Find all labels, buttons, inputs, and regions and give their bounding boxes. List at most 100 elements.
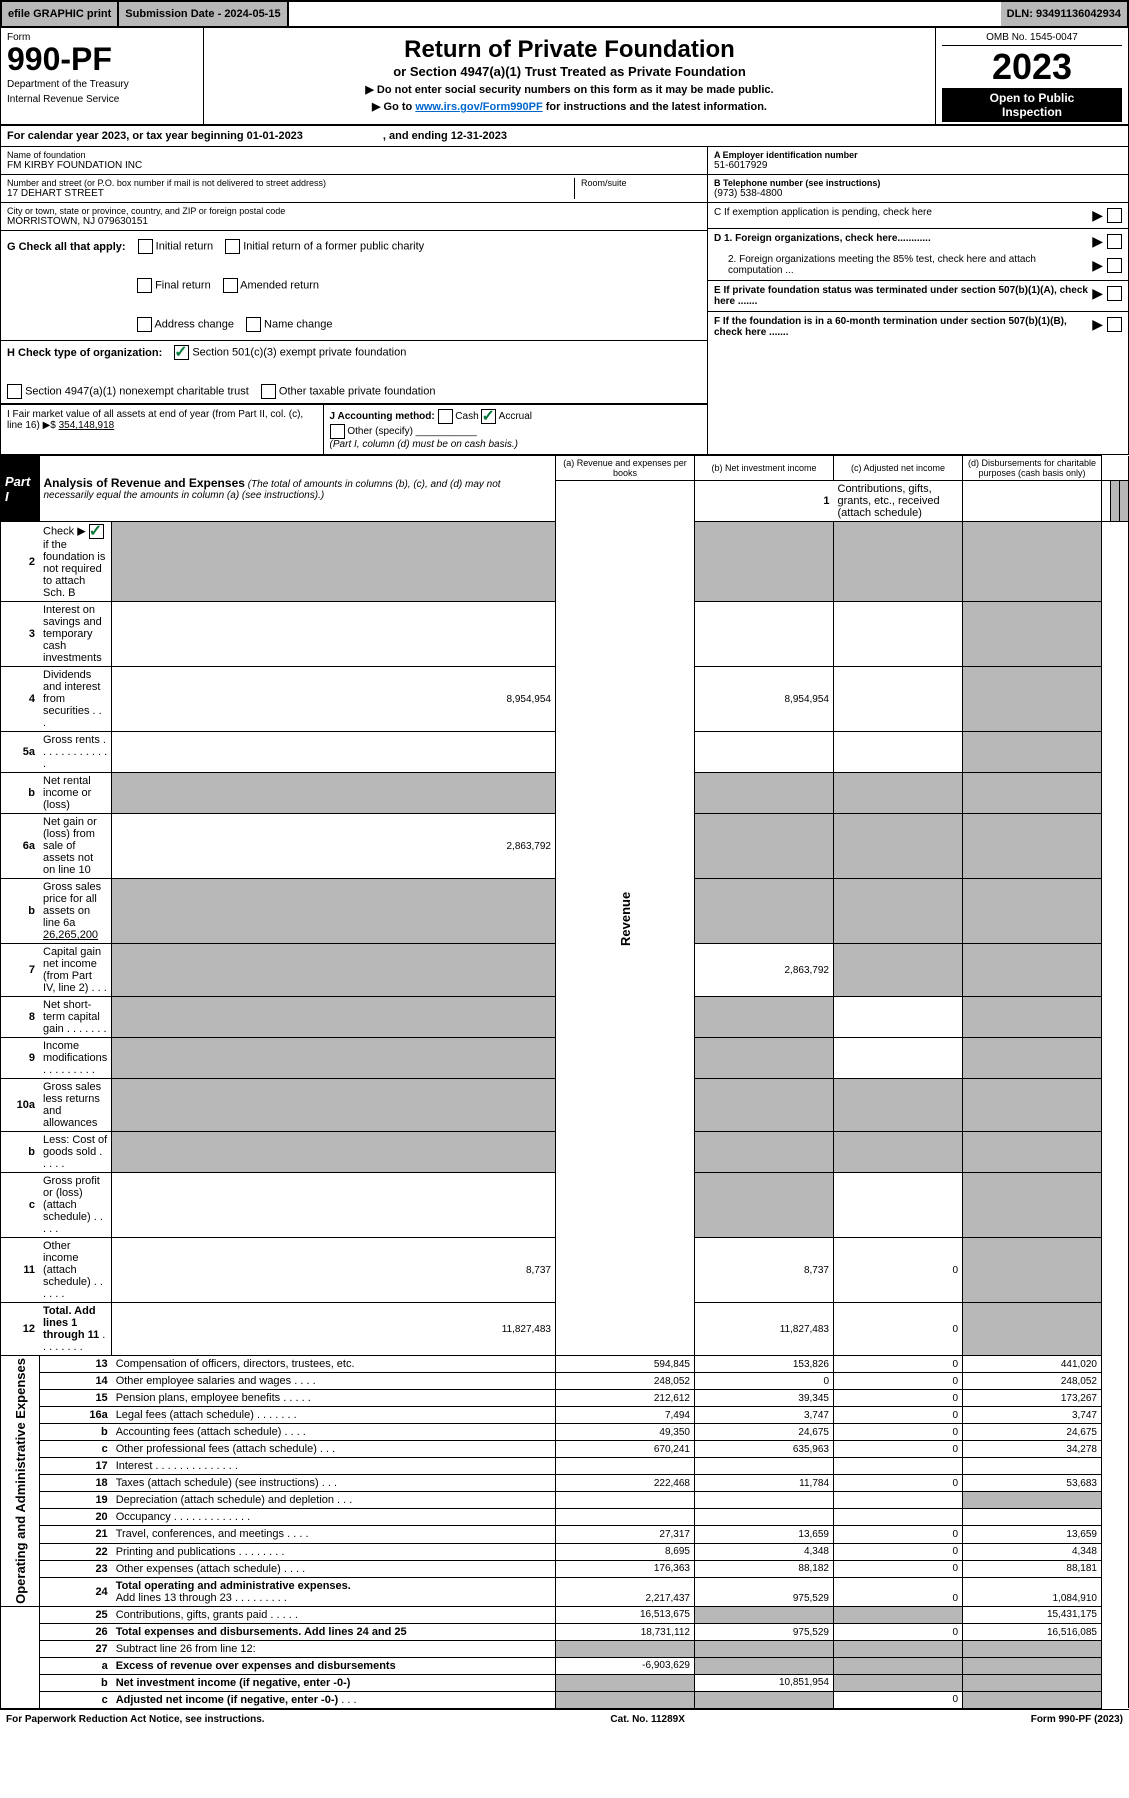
line-18-b: 11,784 [695,1475,834,1492]
line-18-c: 0 [834,1475,963,1492]
line-20-no: 20 [39,1509,112,1526]
f-checkbox[interactable] [1107,317,1122,332]
j-note: (Part I, column (d) must be on cash basi… [330,439,518,450]
line-6a-no: 6a [1,814,40,879]
foundation-name: FM KIRBY FOUNDATION INC [7,160,701,171]
line-22-b: 4,348 [695,1543,834,1560]
e-checkbox[interactable] [1107,286,1122,301]
i-value: 354,148,918 [59,420,115,431]
h-501c3[interactable] [174,345,189,360]
line-16c-b: 635,963 [695,1441,834,1458]
d2-checkbox[interactable] [1107,258,1122,273]
line-13-d: 441,020 [963,1356,1102,1373]
line-21-a: 27,317 [556,1526,695,1543]
line-21-b: 13,659 [695,1526,834,1543]
line-11: Other income (attach schedule) . . . . .… [39,1238,112,1303]
line-9: Income modifications . . . . . . . . . [39,1038,112,1079]
foundation-addr: 17 DEHART STREET [7,188,574,199]
g-initial-return[interactable] [138,239,153,254]
g-opt6: Name change [264,318,333,330]
line-21-d: 13,659 [963,1526,1102,1543]
line-27b-no: b [39,1674,112,1691]
line-14-no: 14 [39,1373,112,1390]
line-23-b: 88,182 [695,1560,834,1577]
line-26-c: 0 [834,1623,963,1640]
g-address-change[interactable] [137,317,152,332]
section-i: I Fair market value of all assets at end… [1,405,324,454]
h-4947[interactable] [7,384,22,399]
line-16b-b: 24,675 [695,1424,834,1441]
line-16c-d: 34,278 [963,1441,1102,1458]
line-3: Interest on savings and temporary cash i… [39,602,112,667]
line-16b-c: 0 [834,1424,963,1441]
form-number: 990-PF [7,43,197,75]
j-cash[interactable] [438,409,453,424]
line-10a-no: 10a [1,1079,40,1132]
addr-box: Number and street (or P.O. box number if… [1,175,707,203]
line-16b-d: 24,675 [963,1424,1102,1441]
line-23-a: 176,363 [556,1560,695,1577]
g-final-return[interactable] [137,278,152,293]
part1-label: Part I [1,456,40,522]
g-initial-former[interactable] [225,239,240,254]
line-18-d: 53,683 [963,1475,1102,1492]
instr-2a: ▶ Go to [372,101,415,113]
line-16c-c: 0 [834,1441,963,1458]
g-opt5: Address change [154,318,234,330]
g-opt2: Initial return of a former public charit… [243,240,424,252]
line-2-no: 2 [1,522,40,602]
line-22-d: 4,348 [963,1543,1102,1560]
j-other[interactable] [330,424,345,439]
line-20: Occupancy . . . . . . . . . . . . . [112,1509,556,1526]
line-16b: Accounting fees (attach schedule) . . . … [112,1424,556,1441]
line-26-a: 18,731,112 [556,1623,695,1640]
j-accrual[interactable] [481,409,496,424]
line-24-a: 2,217,437 [556,1577,695,1606]
line-26-b: 975,529 [695,1623,834,1640]
j-other-lbl: Other (specify) [347,426,413,437]
info-right: A Employer identification number 51-6017… [708,147,1128,454]
h-other[interactable] [261,384,276,399]
line-4: Dividends and interest from securities .… [39,667,112,732]
line-2-check[interactable] [89,524,104,539]
line-6b: Gross sales price for all assets on line… [39,879,112,944]
ein: 51-6017929 [714,160,1122,171]
line-14-c: 0 [834,1373,963,1390]
calendar-year-row: For calendar year 2023, or tax year begi… [0,126,1129,147]
efile-button[interactable]: efile GRAPHIC print [2,2,119,26]
instr-link[interactable]: www.irs.gov/Form990PF [415,101,542,113]
g-opt1: Initial return [156,240,213,252]
omb-number: OMB No. 1545-0047 [942,30,1122,46]
header-right: OMB No. 1545-0047 2023 Open to Public In… [935,28,1128,124]
instr-2b: for instructions and the latest informat… [543,101,767,113]
line-24-no: 24 [39,1577,112,1606]
line-13-a: 594,845 [556,1356,695,1373]
cal-year-end: , and ending 12-31-2023 [383,130,507,142]
line-7-no: 7 [1,944,40,997]
line-13-b: 153,826 [695,1356,834,1373]
revenue-side-label: Revenue [556,481,695,1356]
part1-title-cell: Analysis of Revenue and Expenses (The to… [39,456,556,522]
line-7-b: 2,863,792 [695,944,834,997]
section-j: J Accounting method: Cash Accrual Other … [324,405,707,454]
col-a-hdr: (a) Revenue and expenses per books [556,456,695,481]
irs: Internal Revenue Service [7,94,197,105]
line-19: Depreciation (attach schedule) and deple… [112,1492,556,1509]
line-18-a: 222,468 [556,1475,695,1492]
dln: DLN: 93491136042934 [1001,2,1127,26]
line-15-d: 173,267 [963,1390,1102,1407]
d1-checkbox[interactable] [1107,234,1122,249]
line-6a-a: 2,863,792 [112,814,556,879]
g-name-change[interactable] [246,317,261,332]
header-left: Form 990-PF Department of the Treasury I… [1,28,204,124]
line-11-c: 0 [834,1238,963,1303]
c-checkbox[interactable] [1107,208,1122,223]
h-label: H Check type of organization: [7,347,162,359]
line-4-b: 8,954,954 [695,667,834,732]
line-23-d: 88,181 [963,1560,1102,1577]
g-amended[interactable] [223,278,238,293]
form-title: Return of Private Foundation [210,36,929,64]
j-label: J Accounting method: [330,411,435,422]
line-15-no: 15 [39,1390,112,1407]
line-25-d: 15,431,175 [963,1606,1102,1623]
